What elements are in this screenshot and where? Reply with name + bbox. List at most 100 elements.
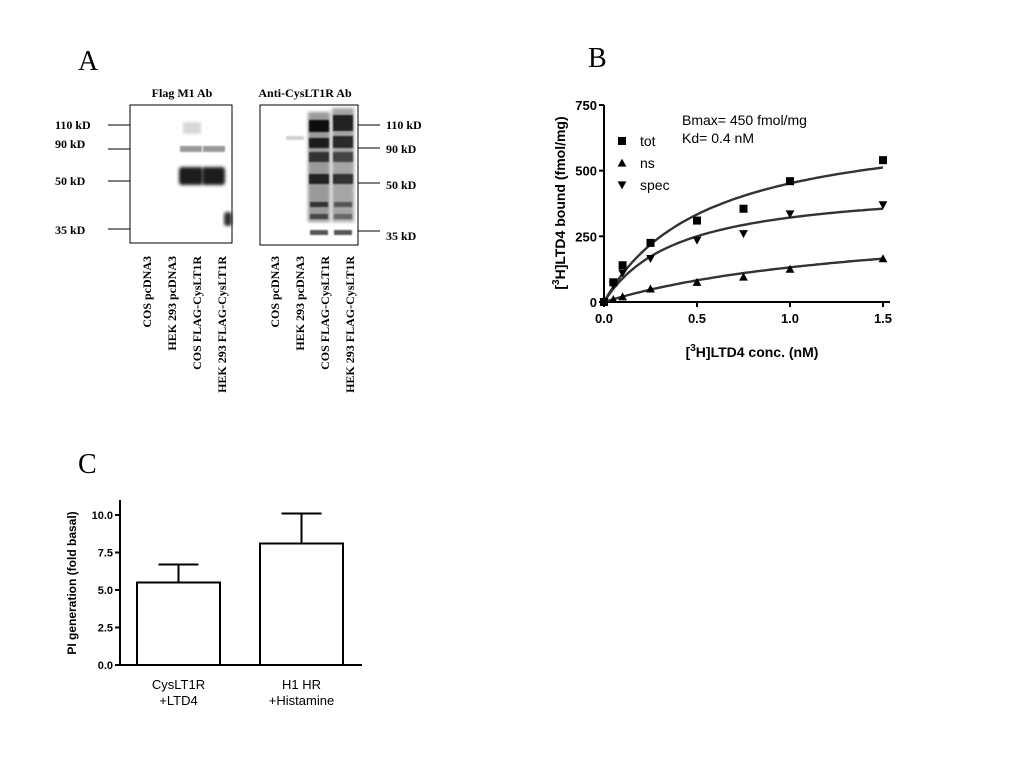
legend-label-tot: tot [640,133,656,149]
blot-right-band [333,115,353,131]
blot-right-band [309,174,329,184]
point-ns [878,254,888,263]
blot-right-band [310,230,328,235]
blot-right-band [286,136,304,140]
binding-chart-ylabel: [3H]LTD4 bound (fmol/mg) [551,116,568,289]
lane-label: COS FLAG-CysLT1R [318,256,332,370]
annotation-kd: Kd= 0.4 nM [682,130,754,146]
point-spec [646,255,655,264]
blot-left-band [203,146,225,152]
blot-left-band [183,122,201,134]
marker-label-50: 50 kD [386,178,417,192]
point-ns [692,277,702,286]
x-tick-label: 1.5 [874,311,892,326]
binding-chart-annotations: Bmax= 450 fmol/mg Kd= 0.4 nM [682,112,807,146]
blot-right-bands [286,108,354,235]
y-tick-label: 2.5 [98,623,113,635]
blot-left-band [202,167,225,185]
lane-label: HEK 293 FLAG-CysLT1R [215,256,229,393]
binding-chart-xlabel: [3H]LTD4 conc. (nM) [686,343,819,360]
legend-marker-spec [617,181,627,190]
lane-label: HEK 293 pcDNA3 [293,256,307,351]
blot-right-title: Anti-CysLT1R Ab [258,86,352,100]
blot-left-markers: 110 kD 90 kD 50 kD 35 kD [55,118,130,237]
blot-right-band [309,152,329,162]
panel-label-a: A [78,46,99,77]
pi-chart-category-labels: CysLT1R+LTD4 H1 HR+Histamine [152,677,334,708]
y-tick-label: 0 [590,295,597,310]
blot-left-bands [179,122,232,226]
category-label: H1 HR [282,677,321,692]
y-tick-label: 10.0 [92,510,113,522]
y-tick-label: 5.0 [98,585,113,597]
annotation-bmax: Bmax= 450 fmol/mg [682,112,807,128]
lane-label: HEK 293 FLAG-CysLT1R [343,256,357,393]
point-tot [693,216,701,225]
y-tick-label: 0.0 [98,660,113,672]
pi-chart-ylabel: PI generation (fold basal) [65,511,79,654]
legend-marker-ns [617,158,627,167]
y-tick-label: 750 [575,98,597,113]
panel-a: A Flag M1 Ab 110 kD 90 kD 50 kD 35 kD CO… [55,46,422,393]
point-tot [786,177,794,186]
lane-label: COS pcDNA3 [268,256,282,328]
marker-label-50: 50 kD [55,174,86,188]
category-label: CysLT1R [152,677,205,692]
pi-chart-bars [136,512,344,666]
legend-label-spec: spec [640,177,670,193]
lane-label: COS FLAG-CysLT1R [190,256,204,370]
blot-right-band [334,202,352,207]
lane-label: COS pcDNA3 [140,256,154,328]
x-tick-label: 0.5 [688,311,706,326]
blot-right-band [310,214,328,219]
blot-right-band [333,136,353,148]
point-spec [692,236,702,245]
point-spec [599,298,609,307]
blot-right-band [334,230,352,235]
binding-chart-legend: tot ns spec [617,133,670,193]
point-tot [879,156,887,165]
bar [136,581,221,666]
blot-right-lanes: COS pcDNA3 HEK 293 pcDNA3 COS FLAG-CysLT… [268,256,357,393]
panel-c: C 0.0 2.5 5.0 7.5 10.0 CysLT1R+LTD4 H1 HR+His… [65,449,362,708]
marker-label-110: 110 kD [386,118,422,132]
blot-left-band [179,167,203,185]
x-tick-label: 1.0 [781,311,799,326]
point-spec [608,281,618,290]
point-tot [739,204,748,213]
panel-b: B 0.0 0.5 1.0 1.5 0 250 500 750 Bmax= 450 fmol/… [551,43,892,360]
lane-label: HEK 293 pcDNA3 [165,256,179,351]
point-ns [618,292,627,301]
blot-right-band [309,138,329,148]
category-label: +LTD4 [159,693,197,708]
blot-right-band [333,174,353,184]
point-spec [878,201,888,210]
binding-chart-points [599,156,888,307]
marker-label-35: 35 kD [386,229,417,243]
y-tick-label: 7.5 [98,548,113,560]
point-ns [739,272,748,281]
bar [259,542,344,666]
point-tot [646,238,655,247]
point-spec [618,269,627,278]
marker-label-35: 35 kD [55,223,86,237]
point-ns [608,294,618,303]
blot-right-band [310,202,328,207]
point-ns [646,284,655,293]
legend-label-ns: ns [640,155,655,171]
legend-marker-tot [618,137,626,145]
category-label: +Histamine [269,693,334,708]
x-tick-label: 0.0 [595,311,613,326]
marker-label-90: 90 kD [55,137,86,151]
blot-right-band [333,152,353,162]
y-tick-label: 500 [575,164,597,179]
marker-label-110: 110 kD [55,118,91,132]
blot-right-band [309,120,329,132]
point-spec [785,210,795,219]
blot-right-band [334,214,352,219]
blot-left-lanes: COS pcDNA3 HEK 293 pcDNA3 COS FLAG-CysLT… [140,256,229,393]
blot-right-markers: 110 kD 90 kD 50 kD 35 kD [358,118,422,243]
blot-left-band [180,146,202,152]
fit-curve-spec [602,207,884,303]
